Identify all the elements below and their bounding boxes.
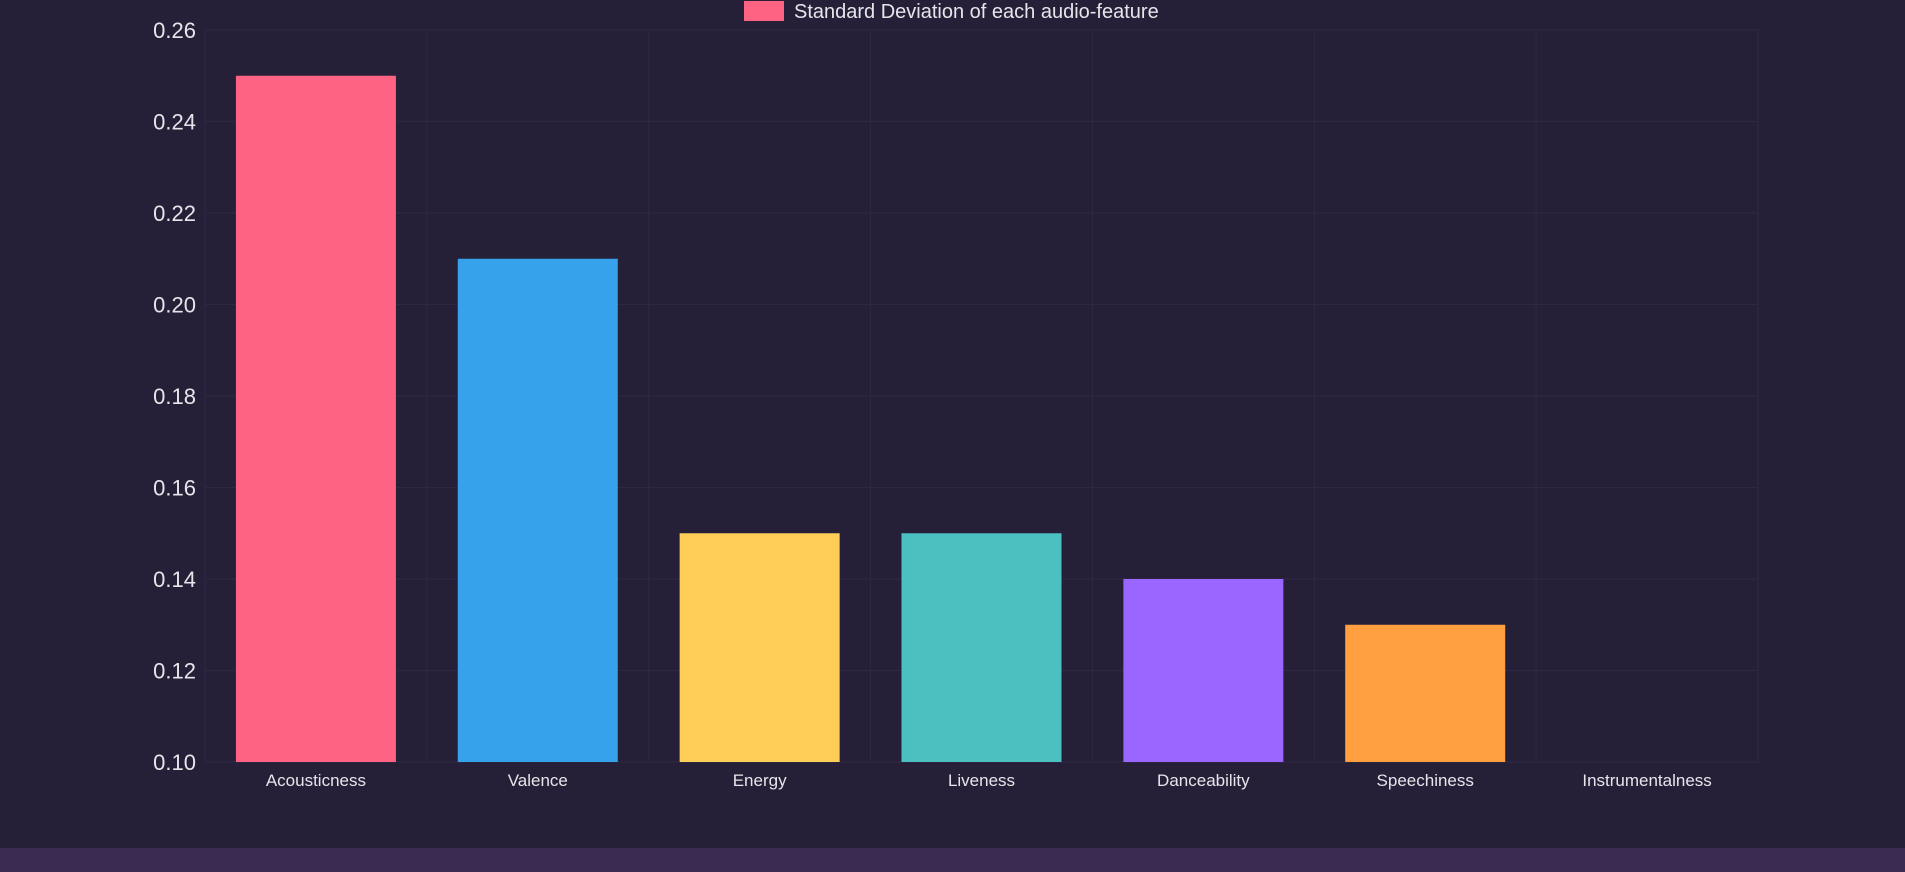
y-tick-label: 0.10 bbox=[153, 750, 196, 775]
bar-chart: 0.26 0.24 0.22 0.20 0.18 0.16 0.14 0.12 0.10 Aco… bbox=[153, 1, 1759, 790]
x-tick-label: Instrumentalness bbox=[1582, 771, 1711, 790]
bars bbox=[235, 75, 1506, 762]
y-tick-label: 0.24 bbox=[153, 110, 196, 135]
bar-liveness[interactable] bbox=[901, 533, 1062, 762]
legend[interactable]: Standard Deviation of each audio-feature bbox=[744, 1, 1159, 23]
y-tick-label: 0.26 bbox=[153, 18, 196, 43]
legend-label[interactable]: Standard Deviation of each audio-feature bbox=[794, 1, 1159, 23]
chart-container: 0.26 0.24 0.22 0.20 0.18 0.16 0.14 0.12 0.10 Aco… bbox=[153, 1, 1759, 790]
x-tick-label: Acousticness bbox=[266, 771, 366, 790]
bar-acousticness[interactable] bbox=[235, 75, 396, 762]
bar-valence[interactable] bbox=[457, 258, 618, 762]
x-axis-ticks: Acousticness Valence Energy Liveness Danceab… bbox=[266, 771, 1712, 790]
y-tick-label: 0.16 bbox=[153, 476, 196, 501]
bar-energy[interactable] bbox=[679, 533, 840, 762]
y-tick-label: 0.14 bbox=[153, 567, 196, 592]
bar-danceability[interactable] bbox=[1123, 579, 1284, 762]
footer-bar bbox=[0, 848, 1905, 872]
y-tick-label: 0.22 bbox=[153, 201, 196, 226]
x-tick-label: Energy bbox=[733, 771, 787, 790]
y-tick-label: 0.20 bbox=[153, 293, 196, 318]
legend-swatch[interactable] bbox=[744, 1, 784, 21]
x-tick-label: Valence bbox=[508, 771, 568, 790]
y-axis-ticks: 0.26 0.24 0.22 0.20 0.18 0.16 0.14 0.12 0.10 bbox=[153, 18, 196, 775]
y-tick-label: 0.12 bbox=[153, 659, 196, 684]
x-tick-label: Danceability bbox=[1157, 771, 1250, 790]
x-tick-label: Speechiness bbox=[1377, 771, 1474, 790]
x-tick-label: Liveness bbox=[948, 771, 1015, 790]
y-tick-label: 0.18 bbox=[153, 384, 196, 409]
bar-speechiness[interactable] bbox=[1345, 624, 1506, 762]
